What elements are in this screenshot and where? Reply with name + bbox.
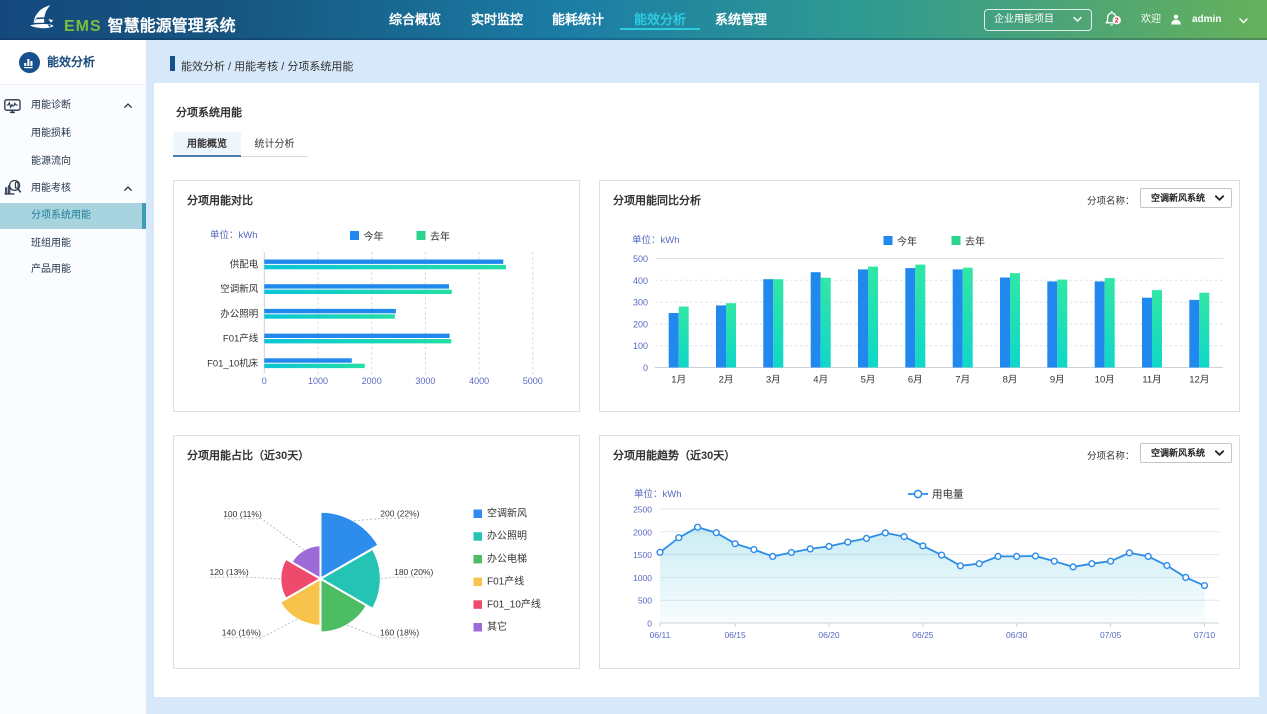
svg-text:06/25: 06/25 bbox=[912, 630, 934, 640]
svg-text:F01产线: F01产线 bbox=[223, 333, 259, 345]
svg-text:06/20: 06/20 bbox=[818, 630, 840, 640]
svg-text:空调新风: 空调新风 bbox=[220, 283, 259, 295]
svg-text:180 (20%): 180 (20%) bbox=[394, 567, 433, 577]
svg-text:200: 200 bbox=[633, 319, 648, 329]
svg-text:500: 500 bbox=[638, 596, 652, 606]
svg-text:0: 0 bbox=[647, 619, 652, 629]
svg-text:160 (18%): 160 (18%) bbox=[380, 628, 419, 638]
svg-text:06/30: 06/30 bbox=[1006, 630, 1028, 640]
svg-text:办公照明: 办公照明 bbox=[487, 529, 527, 542]
svg-text:2月: 2月 bbox=[719, 375, 734, 386]
svg-text:2: 2 bbox=[1115, 18, 1119, 25]
svg-text:F01_10产线: F01_10产线 bbox=[487, 597, 541, 610]
svg-text:4月: 4月 bbox=[813, 375, 828, 386]
svg-text:10月: 10月 bbox=[1095, 375, 1115, 386]
svg-text:100: 100 bbox=[633, 341, 648, 351]
svg-text:07/05: 07/05 bbox=[1100, 630, 1122, 640]
svg-text:办公电梯: 办公电梯 bbox=[487, 552, 527, 565]
svg-text:办公照明: 办公照明 bbox=[220, 308, 258, 320]
svg-text:今年: 今年 bbox=[364, 230, 384, 243]
svg-text:07/10: 07/10 bbox=[1194, 630, 1216, 640]
svg-text:3月: 3月 bbox=[766, 375, 781, 386]
svg-text:06/15: 06/15 bbox=[724, 630, 746, 640]
svg-text:500: 500 bbox=[633, 254, 648, 264]
svg-text:7月: 7月 bbox=[955, 375, 970, 386]
svg-text:9月: 9月 bbox=[1050, 375, 1065, 386]
svg-text:120 (13%): 120 (13%) bbox=[209, 567, 248, 577]
svg-text:3000: 3000 bbox=[415, 376, 435, 386]
svg-text:1500: 1500 bbox=[633, 550, 652, 560]
svg-text:空调新风: 空调新风 bbox=[487, 507, 527, 520]
svg-text:单位：kWh: 单位：kWh bbox=[632, 234, 680, 246]
svg-text:用电量: 用电量 bbox=[932, 488, 964, 501]
svg-text:4000: 4000 bbox=[469, 376, 489, 386]
svg-text:5000: 5000 bbox=[523, 376, 543, 386]
svg-text:供配电: 供配电 bbox=[230, 259, 259, 271]
svg-text:0: 0 bbox=[262, 376, 267, 386]
svg-text:1000: 1000 bbox=[633, 573, 652, 583]
svg-text:400: 400 bbox=[633, 276, 648, 286]
svg-text:8月: 8月 bbox=[1003, 375, 1018, 386]
svg-text:F01产线: F01产线 bbox=[487, 575, 524, 588]
svg-text:2500: 2500 bbox=[633, 505, 652, 515]
svg-text:140 (16%): 140 (16%) bbox=[222, 628, 261, 638]
svg-text:200 (22%): 200 (22%) bbox=[380, 509, 419, 519]
svg-text:12月: 12月 bbox=[1189, 375, 1209, 386]
svg-text:其它: 其它 bbox=[487, 620, 507, 633]
svg-text:300: 300 bbox=[633, 298, 648, 308]
svg-text:F01_10机床: F01_10机床 bbox=[207, 357, 259, 369]
svg-text:单位：kWh: 单位：kWh bbox=[634, 488, 682, 500]
svg-text:今年: 今年 bbox=[897, 235, 917, 248]
svg-text:06/11: 06/11 bbox=[650, 630, 671, 640]
svg-text:100 (11%): 100 (11%) bbox=[223, 509, 262, 519]
svg-text:1000: 1000 bbox=[308, 376, 328, 386]
svg-text:去年: 去年 bbox=[430, 230, 450, 243]
svg-text:单位：kWh: 单位：kWh bbox=[210, 229, 258, 241]
svg-text:11月: 11月 bbox=[1142, 375, 1161, 386]
svg-text:5月: 5月 bbox=[861, 375, 876, 386]
svg-text:6月: 6月 bbox=[908, 375, 923, 386]
svg-text:去年: 去年 bbox=[965, 235, 985, 248]
svg-text:1月: 1月 bbox=[671, 375, 686, 386]
svg-text:2000: 2000 bbox=[362, 376, 382, 386]
svg-text:0: 0 bbox=[643, 363, 648, 373]
svg-text:2000: 2000 bbox=[633, 527, 652, 537]
